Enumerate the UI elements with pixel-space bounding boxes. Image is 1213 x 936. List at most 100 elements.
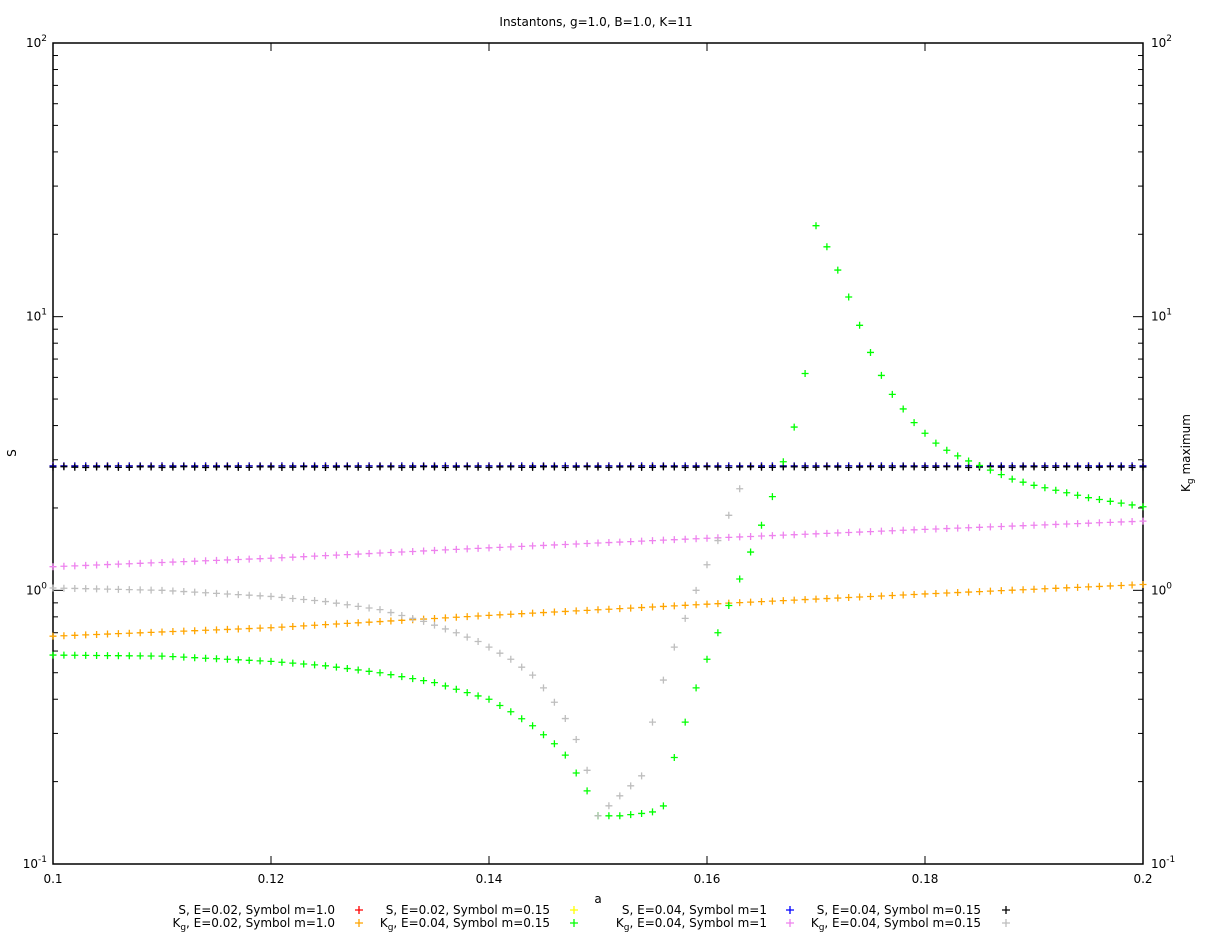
legend-label: Kg, E=0.02, Symbol m=1.0: [172, 916, 335, 933]
point-series-6: [1106, 497, 1114, 505]
point-series-6: [714, 629, 722, 637]
point-series-7: [1085, 519, 1092, 527]
point-series-4: [256, 463, 264, 471]
point-series-5: [649, 603, 656, 611]
point-series-5: [943, 589, 951, 597]
point-series-7: [136, 559, 144, 567]
y-tick-label-right: 10-1: [1151, 855, 1175, 871]
point-series-6: [725, 602, 733, 610]
point-series-5: [180, 627, 188, 635]
point-series-7: [474, 544, 482, 552]
point-series-7: [213, 556, 220, 564]
point-series-4: [311, 463, 319, 471]
point-series-6: [649, 808, 656, 816]
point-series-8: [736, 485, 744, 493]
point-series-6: [834, 266, 842, 274]
point-series-6: [49, 651, 57, 659]
point-series-6: [605, 812, 613, 820]
point-series-8: [104, 585, 111, 593]
point-series-7: [93, 561, 101, 569]
y-axis-label-left: S: [5, 449, 19, 457]
point-series-8: [594, 812, 602, 820]
y-tick-base-right: 10: [1151, 857, 1166, 871]
point-series-5: [583, 606, 591, 614]
point-series-7: [365, 550, 373, 558]
point-series-5: [60, 632, 68, 640]
point-series-7: [398, 548, 406, 556]
y-tick-base: 10: [23, 857, 38, 871]
legend-entry: Kg, E=0.04, Symbol m=0.15: [811, 916, 1010, 933]
point-series-7: [409, 547, 417, 555]
legend-label-sub: g: [388, 923, 394, 933]
point-series-8: [82, 585, 90, 593]
point-series-4: [812, 463, 820, 471]
point-series-5: [1085, 583, 1092, 591]
point-series-7: [343, 551, 351, 559]
point-series-4: [213, 463, 220, 471]
y-tick-base-right: 10: [1151, 583, 1166, 597]
point-series-5: [1106, 582, 1114, 590]
legend-label-sub: g: [819, 923, 825, 933]
point-series-6: [801, 369, 809, 377]
point-series-8: [311, 597, 319, 605]
point-series-7: [452, 545, 460, 553]
point-series-7: [463, 545, 471, 553]
point-series-5: [605, 605, 613, 613]
point-series-7: [638, 537, 646, 545]
point-series-8: [616, 792, 624, 800]
legend-label: Kg, E=0.04, Symbol m=0.15: [380, 916, 550, 933]
point-series-4: [954, 463, 962, 471]
point-series-6: [812, 222, 820, 230]
point-series-4: [997, 463, 1005, 471]
legend-label: S, E=0.02, Symbol m=0.15: [386, 903, 550, 917]
point-series-6: [387, 671, 395, 679]
point-series-7: [1095, 519, 1103, 527]
point-series-8: [692, 586, 700, 594]
point-series-7: [856, 528, 864, 536]
point-series-7: [976, 523, 983, 531]
point-series-6: [768, 493, 776, 501]
point-series-5: [300, 622, 308, 630]
legend-entry: Kg, E=0.02, Symbol m=1.0: [172, 916, 363, 933]
legend-marker: [570, 906, 578, 914]
point-series-5: [441, 614, 449, 622]
point-series-4: [1117, 463, 1125, 471]
point-series-4: [147, 463, 155, 471]
point-series-4: [594, 463, 602, 471]
point-series-5: [1052, 584, 1060, 592]
point-series-4: [136, 463, 144, 471]
point-series-5: [93, 630, 101, 638]
point-series-5: [681, 601, 689, 609]
point-series-7: [649, 537, 656, 545]
point-series-8: [136, 586, 144, 594]
point-series-6: [409, 675, 417, 683]
point-series-5: [71, 631, 79, 639]
point-series-8: [354, 602, 362, 610]
point-series-7: [507, 543, 515, 551]
point-series-8: [627, 782, 635, 790]
point-series-6: [376, 669, 384, 677]
point-series-7: [605, 539, 613, 547]
point-series-4: [452, 463, 460, 471]
point-series-7: [420, 547, 428, 555]
point-series-6: [670, 753, 678, 761]
point-series-6: [1074, 491, 1082, 499]
point-series-7: [572, 540, 580, 548]
point-series-5: [474, 612, 482, 620]
point-series-4: [289, 463, 297, 471]
point-series-7: [1008, 522, 1016, 530]
point-series-7: [332, 551, 340, 559]
point-series-8: [289, 594, 297, 602]
point-series-5: [823, 595, 831, 603]
point-series-5: [976, 588, 983, 596]
point-series-5: [387, 617, 395, 625]
point-series-8: [659, 676, 667, 684]
point-series-4: [801, 463, 809, 471]
point-series-7: [1117, 518, 1125, 526]
point-series-5: [714, 600, 722, 608]
point-series-4: [191, 463, 199, 471]
x-tick-label: 0.1: [43, 872, 62, 886]
point-series-6: [856, 321, 864, 329]
legend-label-sub: g: [624, 923, 630, 933]
point-series-4: [365, 463, 373, 471]
